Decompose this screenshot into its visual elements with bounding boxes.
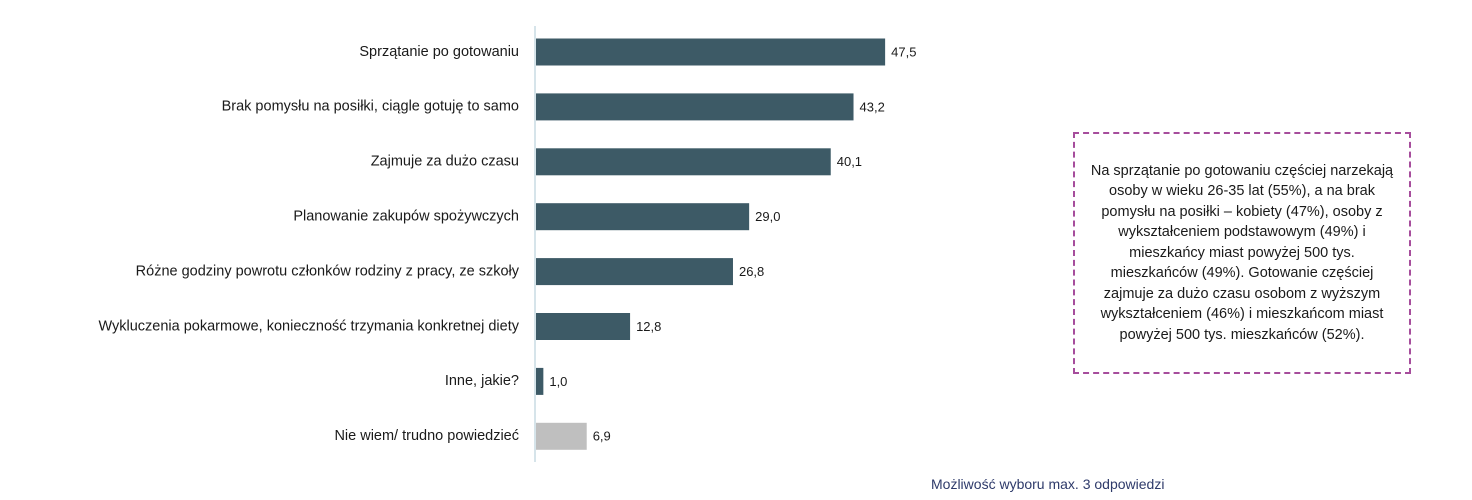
footnote: Możliwość wyboru max. 3 odpowiedzi <box>931 476 1165 492</box>
category-label: Planowanie zakupów spożywczych <box>293 209 519 225</box>
value-label: 47,5 <box>891 44 916 59</box>
value-label: 29,0 <box>755 209 780 224</box>
category-label: Sprzątanie po gotowaniu <box>359 44 519 60</box>
value-label: 40,1 <box>837 154 862 169</box>
annotation-text: Na sprzątanie po gotowaniu częściej narz… <box>1090 162 1394 343</box>
category-label: Brak pomysłu na posiłki, ciągle gotuję t… <box>222 99 519 115</box>
bar <box>536 38 886 66</box>
annotation-box: Na sprzątanie po gotowaniu częściej narz… <box>1073 132 1411 374</box>
value-label: 1,0 <box>549 374 567 389</box>
value-label: 43,2 <box>860 99 885 114</box>
bar <box>536 258 733 286</box>
bar <box>536 148 831 176</box>
bar <box>536 422 587 450</box>
category-label: Zajmuje za dużo czasu <box>371 154 519 170</box>
category-label: Różne godziny powrotu członków rodziny z… <box>136 263 520 279</box>
bar <box>536 367 544 395</box>
bar <box>536 203 750 231</box>
bar <box>536 93 854 121</box>
category-label: Nie wiem/ trudno powiedzieć <box>334 428 519 444</box>
bar <box>536 313 631 340</box>
value-label: 12,8 <box>636 319 661 334</box>
value-label: 26,8 <box>739 264 764 279</box>
category-label: Inne, jakie? <box>445 373 519 389</box>
category-label: Wykluczenia pokarmowe, konieczność trzym… <box>98 318 519 334</box>
value-label: 6,9 <box>593 429 611 444</box>
